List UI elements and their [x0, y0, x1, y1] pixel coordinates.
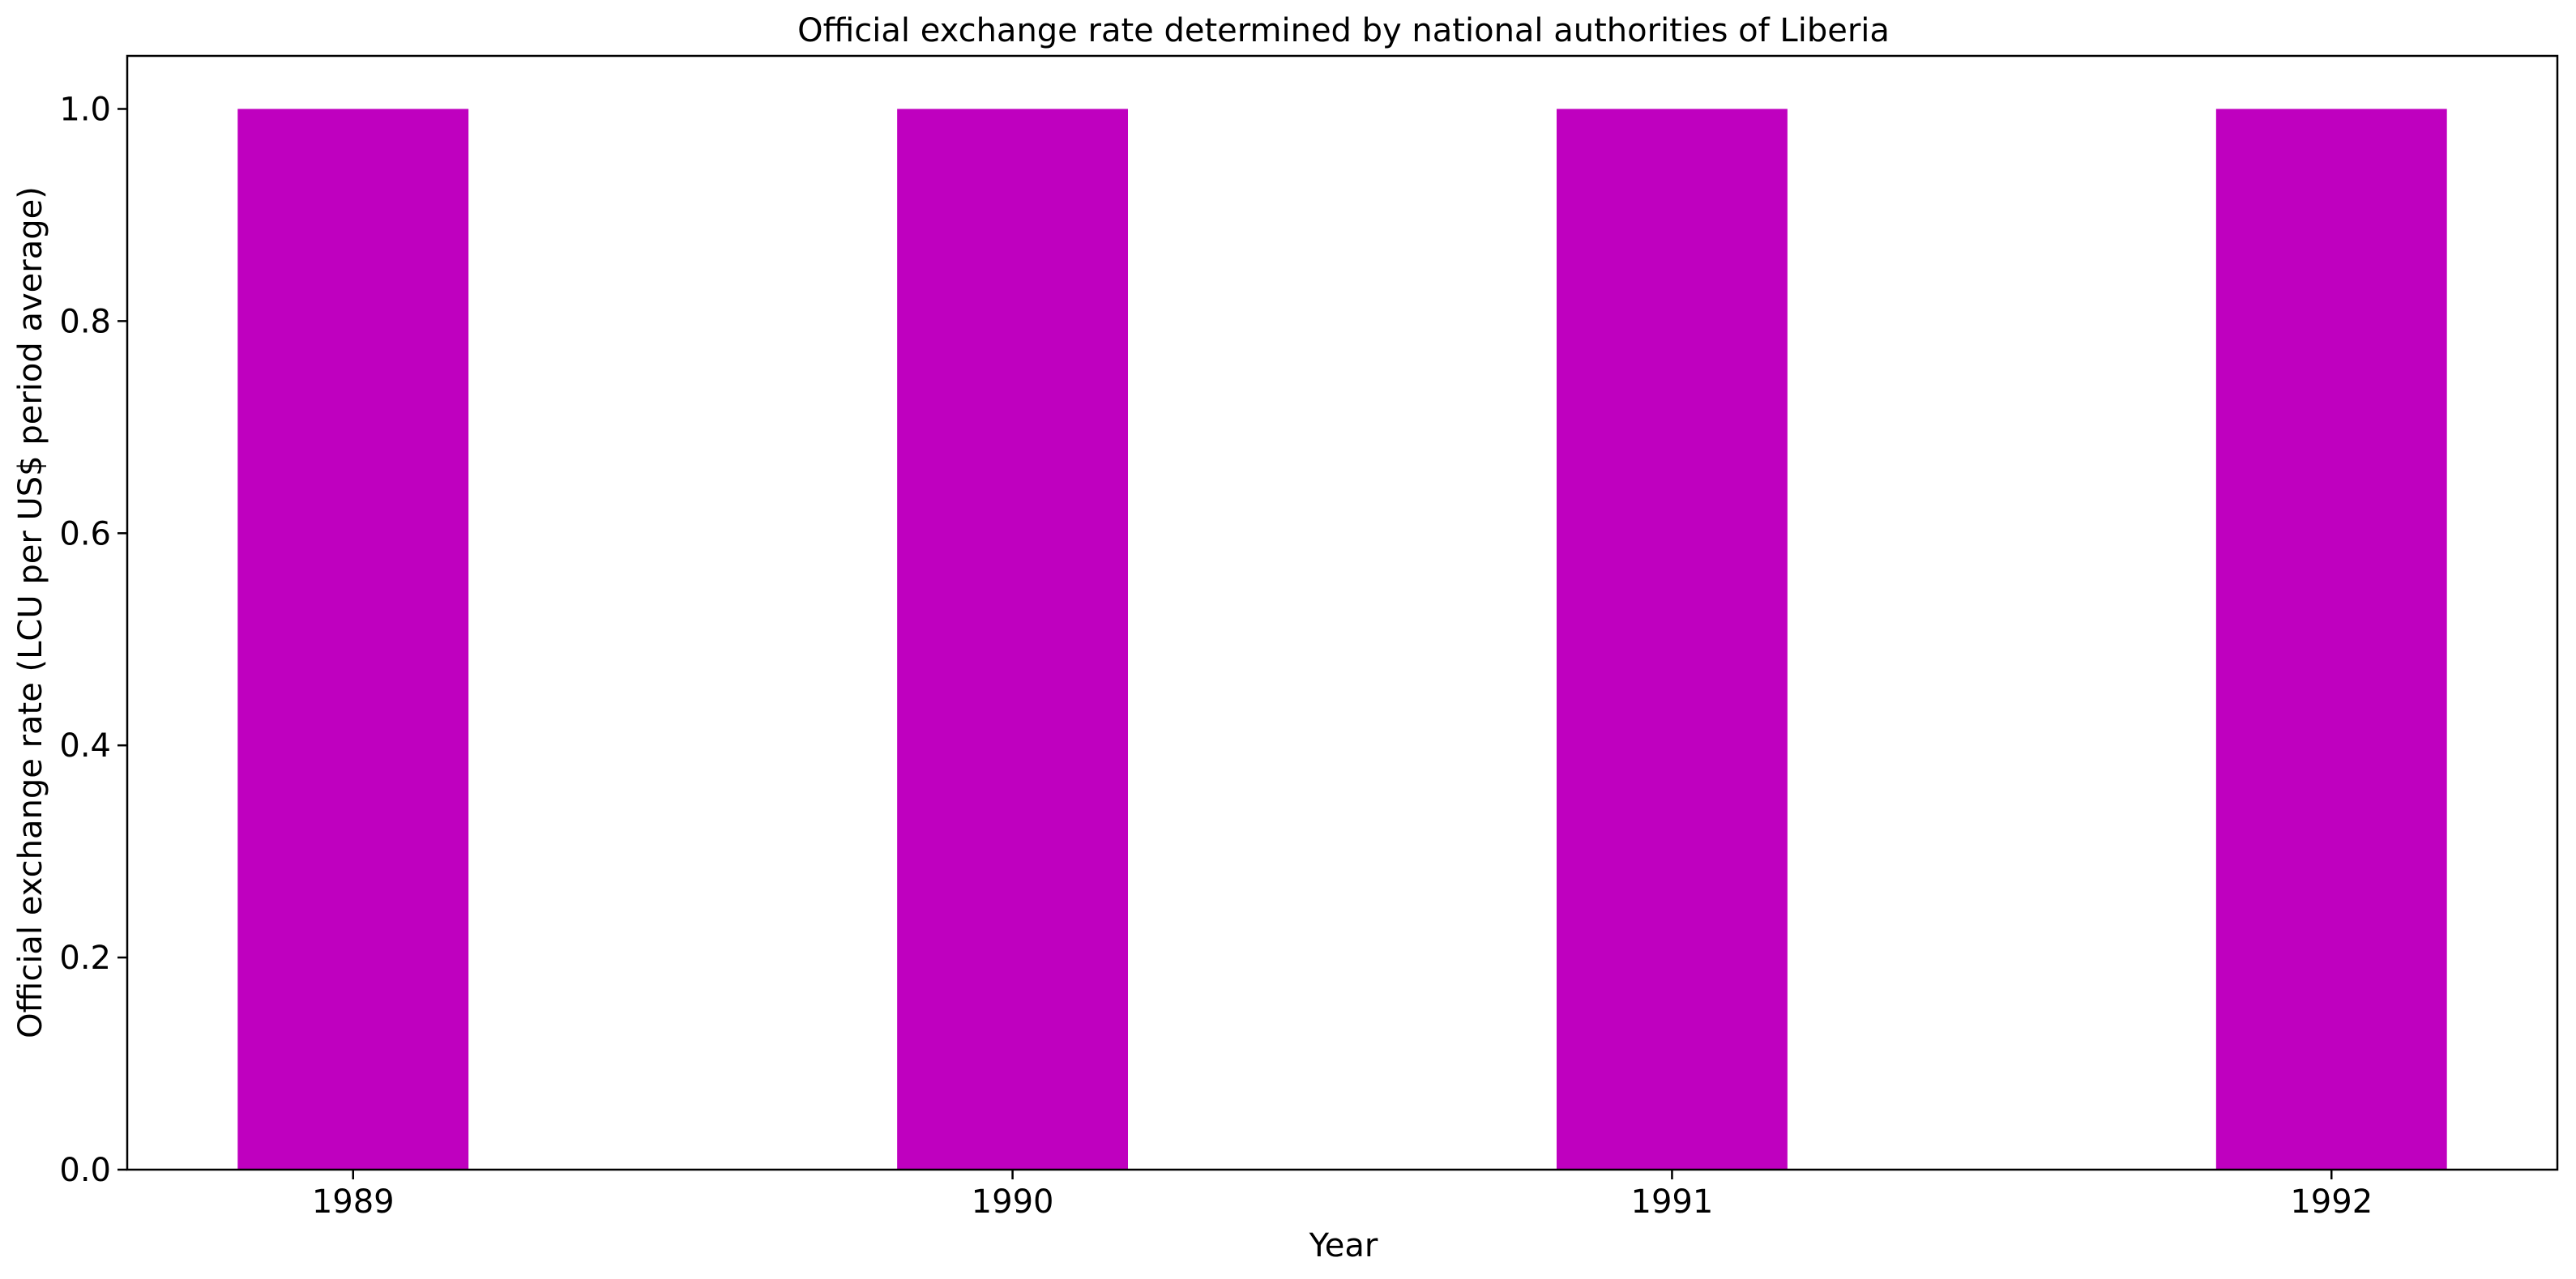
plot-frame: [126, 54, 2559, 1171]
x-tick-label: 1992: [2290, 1183, 2373, 1221]
bar-1989: [237, 109, 469, 1170]
y-axis-label: Official exchange rate (LCU per US$ peri…: [12, 186, 49, 1038]
bar-1992: [2215, 109, 2447, 1170]
bars-group: [237, 109, 2447, 1170]
bar-1990: [897, 109, 1129, 1170]
y-tick-label: 0.2: [59, 940, 111, 977]
x-tick-label: 1990: [972, 1183, 1054, 1221]
y-tick-label: 0.6: [59, 515, 111, 552]
y-tick-label: 0.0: [59, 1152, 111, 1189]
x-axis: 1989 1990 1991 1992: [312, 1170, 2373, 1221]
chart-title: Official exchange rate determined by nat…: [797, 12, 1890, 49]
y-tick-label: 0.4: [59, 727, 111, 765]
bar-1991: [1556, 109, 1788, 1170]
x-axis-label: Year: [1309, 1227, 1378, 1264]
y-tick-label: 0.8: [59, 303, 111, 340]
y-tick-label: 1.0: [59, 91, 111, 128]
x-tick-label: 1989: [312, 1183, 395, 1221]
y-axis: 0.0 0.2 0.4 0.6 0.8 1.0: [59, 91, 127, 1189]
x-tick-label: 1991: [1631, 1183, 1714, 1221]
